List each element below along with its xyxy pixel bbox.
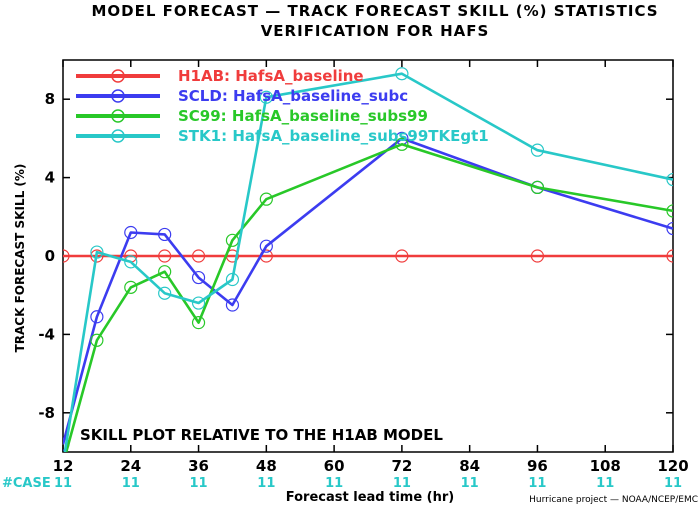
case-count: 11 — [325, 476, 343, 491]
data-point — [259, 192, 273, 206]
series-line — [64, 143, 673, 452]
legend-label: SC99: HafsA_baseline_subs99 — [178, 107, 428, 125]
data-point — [225, 272, 240, 287]
legend-label: H1AB: HafsA_baseline — [178, 67, 364, 85]
legend-label: STK1: HafsA_baseline_subs99TKEgt1 — [178, 127, 489, 145]
data-point — [90, 333, 104, 347]
legend-marker — [111, 109, 125, 123]
case-counts: 11 11 11 11 11 11 11 11 11 11 — [54, 476, 682, 491]
case-label: #CASE — [2, 476, 51, 491]
x-tick-label: 60 — [324, 457, 345, 475]
legend: H1AB: HafsA_baseline SCLD: HafsA_baseline… — [76, 67, 489, 145]
data-point — [259, 90, 273, 104]
data-point — [90, 310, 104, 324]
series-h1ab — [63, 249, 673, 263]
data-point — [191, 316, 206, 330]
x-tick-label: 24 — [120, 457, 141, 475]
case-count: 11 — [461, 476, 479, 491]
data-point — [124, 255, 138, 269]
x-tick-label: 120 — [657, 457, 688, 475]
data-point — [63, 249, 70, 263]
series-scld — [63, 131, 673, 451]
chart-subtitle: VERIFICATION FOR HAFS — [261, 22, 490, 40]
legend-item: SCLD: HafsA_baseline_subc — [76, 87, 408, 105]
series-stk1 — [63, 67, 673, 452]
data-point — [395, 137, 409, 151]
skill-plot-annotation: SKILL PLOT RELATIVE TO THE H1AB MODEL — [80, 426, 443, 444]
y-tick-label: 4 — [45, 169, 55, 187]
data-point — [530, 180, 545, 194]
data-point — [158, 227, 172, 242]
x-tick-label: 84 — [459, 457, 480, 475]
legend-marker — [111, 69, 125, 83]
y-tick-label: 0 — [45, 247, 55, 265]
data-point — [530, 143, 545, 157]
x-tick-label: 72 — [391, 457, 412, 475]
data-point — [530, 249, 545, 263]
case-count: 11 — [122, 476, 140, 491]
x-tick-label: 48 — [256, 457, 277, 475]
data-point — [395, 67, 409, 81]
data-point — [191, 249, 206, 263]
data-point — [666, 249, 673, 263]
case-count: 11 — [257, 476, 275, 491]
legend-item: H1AB: HafsA_baseline — [76, 67, 364, 85]
x-tick-label: 108 — [590, 457, 621, 475]
x-axis-label: Forecast lead time (hr) — [286, 490, 454, 505]
data-point — [666, 221, 673, 236]
x-tick-label: 96 — [527, 457, 548, 475]
case-count: 11 — [528, 476, 546, 491]
case-count: 11 — [190, 476, 208, 491]
legend-item: SC99: HafsA_baseline_subs99 — [76, 107, 428, 125]
series-sc99 — [64, 137, 673, 452]
data-point — [158, 249, 172, 263]
data-point — [191, 270, 206, 285]
data-point — [124, 225, 138, 240]
series-line — [63, 72, 673, 452]
data-point — [191, 296, 206, 310]
x-tick-label: 36 — [188, 457, 209, 475]
series-line — [63, 137, 673, 445]
data-point — [158, 286, 172, 300]
case-count: 11 — [596, 476, 614, 491]
case-count: 11 — [54, 476, 72, 491]
case-count: 11 — [393, 476, 411, 491]
y-tick-label: 8 — [45, 90, 55, 108]
credit-text: Hurricane project — NOAA/NCEP/EMC — [529, 495, 698, 505]
data-point — [124, 280, 138, 294]
data-point — [90, 245, 104, 259]
data-point — [225, 298, 240, 312]
x-tick-label: 12 — [53, 457, 74, 475]
data-point — [666, 204, 673, 218]
data-point — [395, 249, 409, 263]
data-point — [259, 239, 273, 253]
legend-item: STK1: HafsA_baseline_subs99TKEgt1 — [76, 127, 489, 145]
y-axis-label: TRACK FORECAST SKILL (%) — [13, 164, 27, 353]
legend-label: SCLD: HafsA_baseline_subc — [178, 87, 408, 105]
legend-marker — [111, 89, 125, 103]
x-axis-ticks: 12 24 36 48 60 72 84 96 108 120 — [53, 60, 689, 475]
data-point — [158, 265, 172, 279]
legend-marker — [111, 129, 125, 143]
y-tick-label: -4 — [38, 325, 55, 343]
data-point — [666, 172, 673, 187]
data-point — [90, 249, 104, 263]
y-tick-label: -8 — [38, 404, 55, 422]
series-layer — [63, 67, 673, 452]
chart-title: MODEL FORECAST — TRACK FORECAST SKILL (%… — [91, 2, 658, 20]
case-count: 11 — [664, 476, 682, 491]
